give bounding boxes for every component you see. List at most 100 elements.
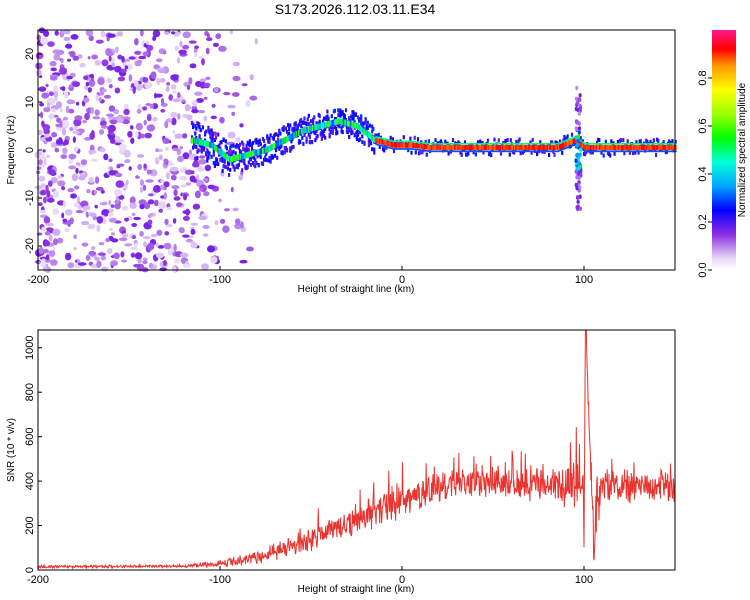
- spectrogram-cell: [53, 238, 58, 246]
- spectrogram-cell: [136, 109, 142, 114]
- snr-y-tick-label: 200: [24, 516, 36, 534]
- snr-panel: -200 -100 0 100 0 200 400 600 800 1000 Height of…: [6, 329, 676, 595]
- snr-x-tick-label: 0: [399, 574, 405, 586]
- spectrogram-cell: [674, 143, 677, 145]
- spectrogram-cell: [604, 139, 607, 144]
- spectrogram-cell: [88, 150, 97, 154]
- spectrogram-cell: [371, 124, 374, 129]
- spectrogram-cell: [410, 150, 413, 155]
- spectrogram-cell: [197, 166, 205, 172]
- spectrogram-cell: [626, 143, 629, 145]
- spectrogram-cell: [50, 76, 58, 81]
- spectrogram-cell: [162, 50, 167, 55]
- spectrogram-cell: [300, 123, 303, 128]
- spectrogram-cell: [164, 120, 169, 129]
- spectrogram-cell: [128, 74, 133, 82]
- spectrogram-cell: [205, 76, 211, 81]
- spectrogram-cell: [110, 204, 115, 209]
- spectrogram-cell: [46, 197, 55, 203]
- spectrogram-cell: [182, 133, 188, 139]
- snr-x-tick-label: -100: [209, 574, 231, 586]
- spectrogram-cell: [254, 150, 257, 156]
- snr-y-tick-label: 1000: [24, 336, 36, 360]
- spectrogram-cell: [67, 58, 71, 62]
- spectrogram-cell: [200, 149, 203, 154]
- spectrogram-cell: [107, 33, 116, 38]
- spectrogram-cell: [157, 245, 165, 249]
- spectrogram-cell: [116, 165, 121, 169]
- spectrogram-cell: [98, 242, 105, 246]
- spectrogram-cell: [154, 93, 163, 98]
- spectrogram-cell: [577, 130, 581, 135]
- spectrogram-cell: [131, 212, 136, 216]
- spectrogram-cell: [633, 150, 636, 153]
- spectrogram-cell: [290, 139, 293, 144]
- snr-series-line: [37, 329, 676, 571]
- spectrogram-cell: [79, 63, 86, 68]
- spectrogram-cell: [213, 160, 216, 165]
- spectrogram-cell: [433, 143, 436, 147]
- spectrogram-cell: [106, 77, 113, 84]
- spectrogram-cell: [197, 148, 200, 153]
- spectrogram-cell: [83, 75, 89, 81]
- spectrogram-cell: [561, 150, 564, 155]
- spectrogram-cell: [114, 65, 122, 73]
- spectrogram-cell: [103, 153, 109, 161]
- spectrogram-cell: [671, 139, 674, 144]
- spectrogram-cell: [202, 233, 209, 237]
- spectrogram-cell: [200, 145, 203, 150]
- spectrogram-cell: [543, 143, 546, 145]
- spectrogram-cell: [650, 143, 653, 145]
- spectrogram-cell: [309, 130, 313, 135]
- spectrogram-cell: [134, 38, 139, 46]
- spectrogram-cell: [182, 31, 191, 39]
- spectrogram-cell: [194, 52, 198, 58]
- spectrogram-cell: [170, 84, 177, 90]
- spectrogram-cell: [577, 97, 581, 102]
- spectrogram-cell: [257, 163, 260, 168]
- spectrogram-cell: [563, 135, 566, 139]
- spectrogram-cell: [139, 230, 144, 237]
- spectrogram-cell: [348, 135, 351, 139]
- spectrogram-cell: [101, 59, 109, 67]
- spectrogram-cell: [591, 150, 594, 153]
- spectrogram-cell: [199, 128, 202, 133]
- spectrogram-cell: [221, 159, 224, 163]
- spectrogram-cell: [57, 180, 66, 187]
- spectrogram-cell: [119, 143, 127, 152]
- spectrogram-cell: [526, 143, 529, 145]
- spectrogram-cell: [40, 189, 47, 196]
- spectrogram-cell: [88, 176, 94, 183]
- spectrogram-cell: [190, 170, 195, 175]
- spectrogram-cell: [232, 143, 235, 148]
- spectrogram-cell: [42, 196, 47, 204]
- spectrogram-cell: [94, 204, 98, 209]
- spectrogram-cell: [180, 184, 187, 188]
- spectrogram-cell: [668, 145, 671, 151]
- spectrogram-cell: [95, 187, 104, 191]
- spectrogram-cell: [277, 138, 280, 142]
- spectrogram-cell: [392, 149, 396, 154]
- spectrogram-cell: [81, 220, 90, 226]
- spectrogram-cell: [328, 133, 331, 138]
- spectrogram-cell: [206, 37, 213, 42]
- spectrogram-cell: [42, 266, 48, 272]
- spectrogram-cell: [341, 110, 344, 115]
- spectrogram-cell: [282, 125, 285, 130]
- spectrogram-cell: [602, 150, 605, 153]
- spectrogram-cell: [585, 143, 588, 145]
- spectrogram-cell: [218, 152, 221, 157]
- spectrogram-cell: [135, 175, 140, 179]
- spectrogram-cell: [72, 81, 81, 87]
- spectrogram-cell: [198, 55, 203, 59]
- spectrogram-cell: [136, 154, 145, 158]
- spectrogram-cell: [236, 154, 239, 161]
- spectrogram-cell: [211, 140, 214, 145]
- spectrogram-cell: [88, 79, 96, 87]
- spectrogram-cell: [668, 139, 671, 144]
- spectrogram-cell: [509, 138, 512, 143]
- spectrogram-cell: [108, 170, 117, 176]
- spectrogram-cell: [359, 130, 362, 135]
- spectrogram-cell: [254, 138, 257, 143]
- spectrogram-cell: [263, 138, 266, 143]
